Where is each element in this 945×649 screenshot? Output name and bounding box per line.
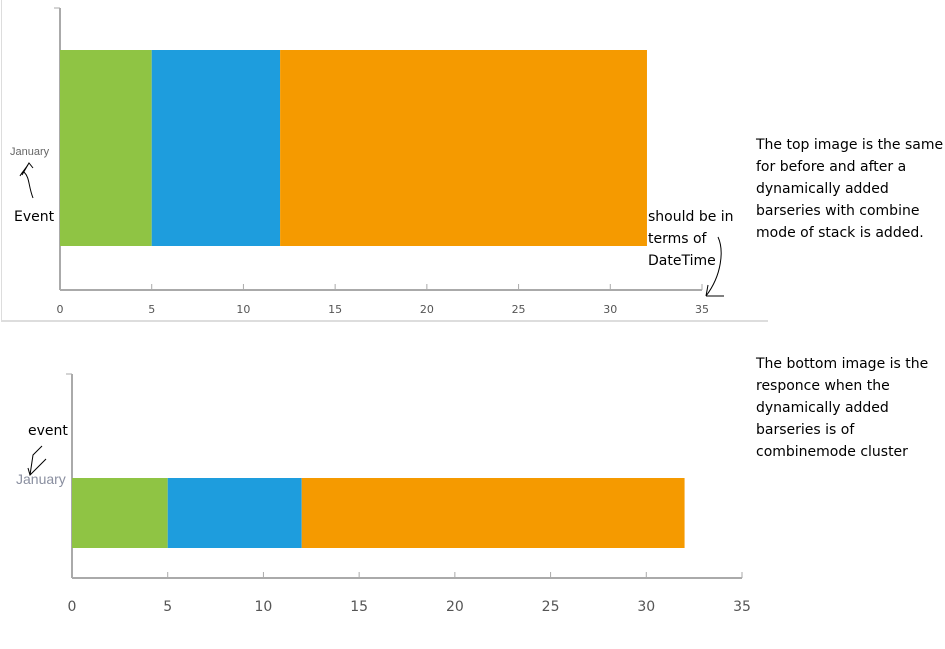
category-label: January [16,471,66,487]
arrow-icon [705,236,724,297]
x-tick-label: 30 [603,303,617,316]
x-tick-label: 25 [512,303,526,316]
x-tick-label: 10 [236,303,250,316]
x-tick-label: 15 [350,599,368,615]
x-tick-label: 20 [420,303,434,316]
x-tick-label: 25 [542,599,560,615]
category-label: January [10,146,50,158]
x-tick-label: 35 [695,303,709,316]
bar-series-1 [60,50,152,246]
top-chart-frame [1,0,768,322]
x-tick-label: 0 [68,599,77,615]
x-tick-label: 5 [163,599,172,615]
x-tick-label: 35 [733,599,751,615]
top-note: The top image is the same for before and… [756,137,944,241]
event-annotation-top: Event [14,209,55,225]
bar-series-3 [301,478,685,548]
event-annotation-bottom: event [28,423,68,439]
bottom-note: The bottom image is the responce when th… [756,356,929,460]
bar-series-2 [151,50,281,246]
bar-series-2 [167,478,302,548]
x-tick-label: 0 [57,303,64,316]
bar-series-3 [280,50,647,246]
x-tick-label: 20 [446,599,464,615]
x-tick-label: 15 [328,303,342,316]
x-tick-label: 30 [637,599,655,615]
arrow-icon [19,162,34,199]
arrow-icon [27,445,47,476]
bar-series-1 [72,478,168,548]
x-tick-label: 10 [255,599,273,615]
datetime-annotation: should be in terms of DateTime [648,209,734,269]
x-tick-label: 5 [148,303,155,316]
